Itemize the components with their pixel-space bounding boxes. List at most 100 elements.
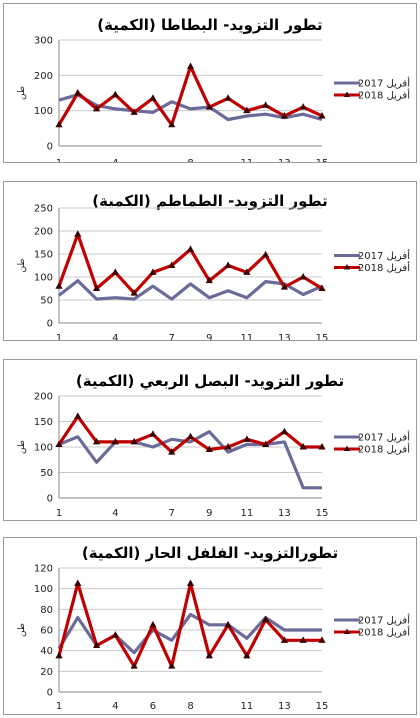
y-tick-label: 200 [34, 71, 53, 82]
data-point-2018 [205, 276, 213, 284]
x-tick-label: 7 [169, 508, 175, 519]
chart-onion: تطور التزويد- البصل الربعي (الكمية) 0 50 10… [17, 372, 410, 519]
data-point-2018 [262, 615, 270, 623]
data-point-2018 [318, 284, 326, 291]
y-axis-label: طن [17, 86, 27, 100]
data-point-2018 [262, 440, 270, 447]
x-tick-label: 9 [206, 333, 212, 340]
data-point-2018 [205, 103, 213, 110]
data-point-2018 [92, 641, 101, 648]
data-point-2018 [186, 245, 195, 252]
x-tick-label: 11 [240, 508, 253, 519]
x-tick-label: 4 [112, 701, 118, 712]
chart-potato: تطور التزويد- البطاطا (الكمية) 0 100 200 300… [17, 16, 410, 162]
data-point-2018 [224, 443, 232, 450]
chart-title: تطورالتزويد- الفلفل الحار (الكمية) [82, 544, 338, 562]
data-point-2018 [280, 283, 289, 290]
chart-panel-potato: تطور التزويد- البطاطا (الكمية) 0 100 200 300… [3, 3, 417, 163]
y-tick-label: 0 [47, 319, 53, 330]
data-point-2018 [224, 620, 232, 628]
legend-label: أفريل 2017 [358, 249, 410, 262]
data-point-2018 [299, 103, 307, 110]
data-point-2018 [74, 230, 82, 237]
data-point-2018 [186, 62, 195, 69]
x-tick-label: 13 [278, 158, 291, 162]
y-tick-label: 150 [34, 417, 53, 428]
y-tick-label: 150 [34, 250, 53, 261]
x-tick-label: 13 [278, 333, 291, 340]
legend-marker [344, 628, 350, 634]
chart-title: تطور التزويد- الطماطم (الكمية) [92, 192, 327, 210]
data-point-2018 [111, 268, 119, 275]
data-point-2018 [262, 250, 270, 258]
legend-marker [344, 445, 350, 451]
x-tick-label: 15 [316, 701, 329, 712]
y-tick-label: 0 [47, 688, 53, 699]
y-tick-label: 50 [40, 296, 53, 307]
x-tick-label: 1 [56, 508, 62, 519]
y-tick-label: 200 [34, 392, 53, 403]
series-line-2018 [57, 581, 322, 668]
y-tick-label: 60 [40, 626, 53, 637]
data-point-2018 [74, 89, 82, 96]
data-point-2018 [318, 443, 326, 450]
y-tick-label: 100 [34, 443, 53, 454]
data-point-2018 [111, 437, 119, 445]
data-point-2018 [243, 268, 251, 275]
x-tick-label: 6 [150, 701, 156, 712]
series-line-2017 [58, 93, 323, 122]
x-tick-label: 15 [316, 158, 329, 162]
data-point-2018 [168, 120, 176, 128]
legend-label: أفريل 2017 [358, 614, 410, 627]
legend-label: أفريل 2018 [358, 261, 410, 274]
data-point-2018 [205, 445, 213, 453]
y-tick-label: 300 [34, 36, 53, 47]
x-tick-label: 11 [240, 701, 253, 712]
data-point-2018 [111, 90, 119, 98]
y-axis-label: طن [17, 440, 27, 454]
x-tick-label: 8 [187, 701, 193, 712]
data-point-2018 [55, 120, 63, 128]
data-point-2018 [262, 101, 270, 108]
series-line-2017 [58, 430, 322, 490]
x-tick-label: 15 [316, 508, 329, 519]
data-point-2018 [186, 579, 195, 586]
data-point-2018 [243, 435, 251, 442]
y-tick-label: 50 [40, 468, 53, 479]
data-point-2018 [92, 104, 101, 112]
x-tick-label: 8 [187, 158, 193, 162]
chart-panel-tomato: تطور التزويد- الطماطم (الكمية) 0 50 100 150 2… [3, 181, 417, 341]
x-tick-label: 1 [56, 701, 62, 712]
data-point-2018 [111, 631, 119, 638]
data-point-2018 [55, 651, 63, 659]
data-point-2018 [243, 106, 251, 114]
x-tick-label: 11 [240, 333, 253, 340]
legend-label: أفريل 2018 [358, 626, 410, 639]
legend-label: أفريل 2017 [358, 77, 410, 90]
data-point-2018 [280, 636, 289, 643]
x-tick-label: 1 [56, 333, 62, 340]
data-point-2018 [55, 440, 63, 447]
data-point-2018 [149, 430, 157, 437]
x-tick-label: 13 [278, 701, 291, 712]
data-point-2018 [74, 412, 82, 419]
y-tick-label: 100 [34, 106, 53, 117]
chart-panel-onion: تطور التزويد- البصل الربعي (الكمية) 0 50 10… [3, 359, 417, 521]
data-point-2018 [299, 443, 307, 450]
chart-title: تطور التزويد- البصل الربعي (الكمية) [76, 372, 344, 390]
data-point-2018 [149, 620, 157, 628]
chart-pepper: تطورالتزويد- الفلفل الحار (الكمية) 0 20 40 6… [17, 544, 410, 712]
data-point-2018 [243, 651, 251, 659]
data-point-2018 [168, 662, 176, 669]
data-point-2018 [130, 108, 138, 115]
y-tick-label: 100 [34, 584, 53, 595]
data-point-2018 [299, 273, 307, 280]
y-tick-label: 80 [40, 605, 53, 616]
y-tick-label: 120 [34, 564, 53, 575]
data-point-2018 [92, 284, 101, 291]
y-tick-label: 20 [40, 667, 53, 678]
legend-label: أفريل 2018 [358, 89, 410, 102]
data-point-2018 [205, 651, 213, 659]
data-point-2018 [55, 282, 63, 289]
y-tick-label: 250 [34, 204, 53, 215]
